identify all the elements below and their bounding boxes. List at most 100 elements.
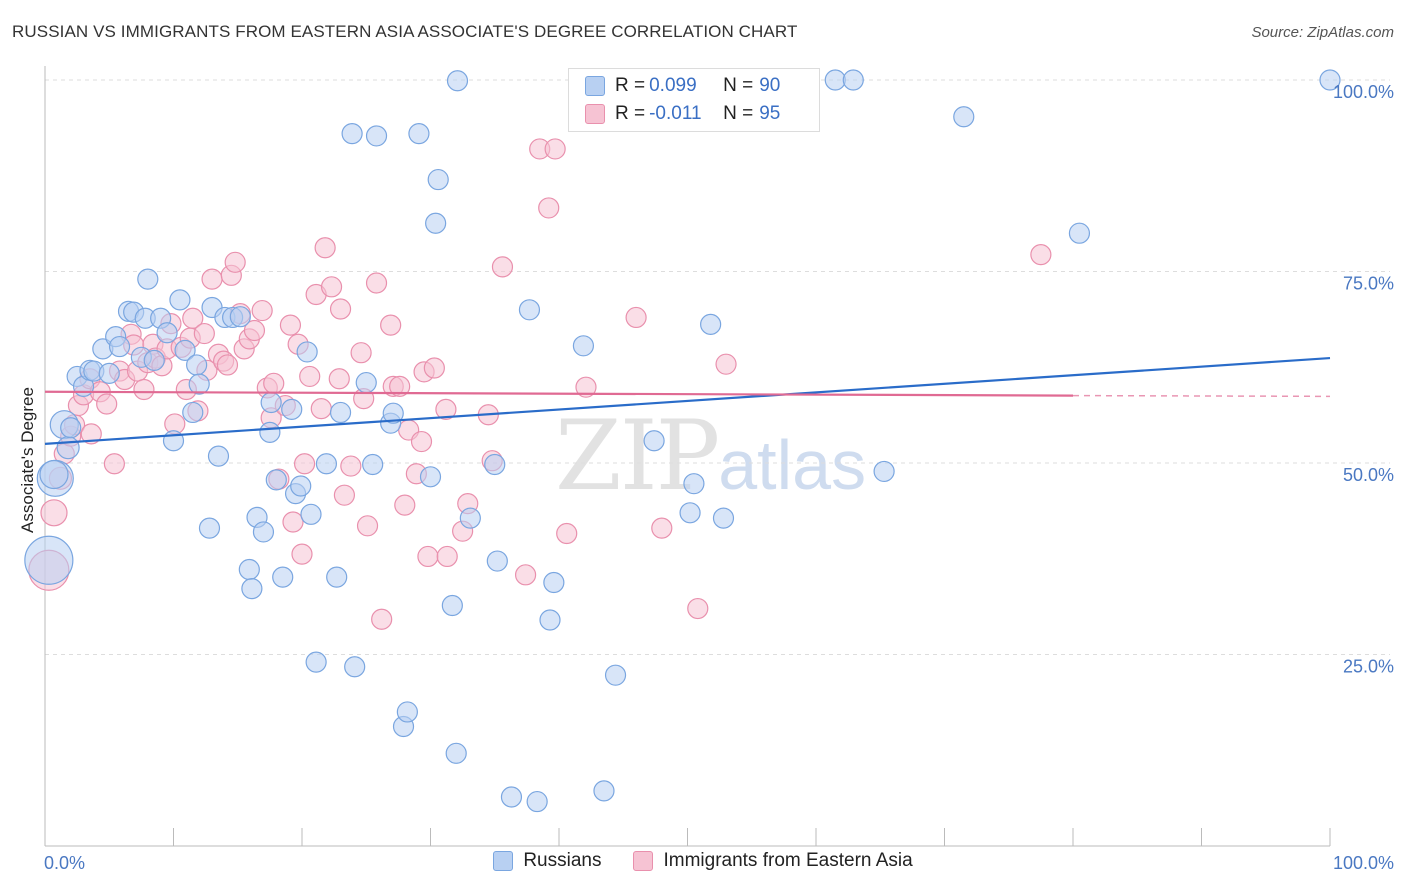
- eastern-asia-point: [394, 494, 416, 516]
- eastern-asia-point: [293, 453, 316, 475]
- eastern-asia-point: [575, 376, 597, 398]
- russians-point: [1068, 222, 1091, 244]
- russians-point: [486, 550, 508, 572]
- russians-point: [604, 664, 627, 686]
- russians-trend-line: [44, 356, 1331, 445]
- russians-point: [259, 421, 281, 443]
- y-tick-label: 75.0%: [1343, 274, 1394, 294]
- eastern-asia-point: [279, 314, 302, 336]
- russians-point: [24, 535, 74, 585]
- russians-point: [238, 558, 260, 581]
- russians-point: [186, 354, 208, 376]
- n-label: N =: [723, 75, 754, 96]
- russians-point: [182, 401, 204, 424]
- russians-point: [252, 521, 275, 543]
- eastern-asia-point: [314, 237, 336, 259]
- russians-point: [441, 594, 463, 617]
- russians-point: [344, 656, 366, 678]
- russians-point: [396, 701, 418, 723]
- russians-point: [446, 70, 469, 92]
- eastern-asia-point: [320, 276, 343, 298]
- russians-point: [459, 507, 481, 529]
- x-tick-label: 0.0%: [44, 853, 85, 873]
- eastern-asia-point: [299, 365, 321, 388]
- eastern-asia-point: [263, 372, 285, 394]
- eastern-asia-point: [435, 398, 457, 420]
- stats-legend: R = 0.099 N = 90 R = -0.011 N = 95: [568, 68, 820, 132]
- eastern-asia-trend-line: [44, 390, 1074, 397]
- eastern-asia-point: [40, 499, 68, 527]
- russians-point: [526, 790, 548, 813]
- eastern-asia-point: [224, 251, 246, 273]
- eastern-asia-point: [193, 322, 215, 345]
- russians-point: [572, 335, 595, 357]
- eastern-asia-point: [544, 138, 566, 160]
- eastern-asia-point: [380, 314, 402, 336]
- series-eastern-asia-points: [28, 138, 1052, 630]
- y-tick-label: 100.0%: [1333, 82, 1394, 102]
- russians-point: [419, 466, 442, 488]
- eastern-asia-point: [96, 393, 118, 415]
- x-tick-label: 100.0%: [1333, 853, 1394, 873]
- eastern-asia-point: [356, 515, 379, 537]
- n-value: 90: [759, 75, 781, 96]
- russians-point: [207, 445, 230, 467]
- eastern-asia-trend-extension: [1072, 394, 1331, 398]
- eastern-asia-point: [350, 342, 372, 364]
- eastern-asia-point: [625, 306, 647, 329]
- russians-point: [712, 507, 735, 529]
- russians-point: [272, 566, 294, 588]
- russians-point: [265, 469, 287, 491]
- eastern-asia-point: [329, 298, 352, 320]
- eastern-asia-point: [417, 545, 439, 568]
- eastern-asia-point: [103, 453, 125, 475]
- russians-swatch: [585, 76, 605, 96]
- russians-point: [427, 168, 449, 191]
- russians-point: [341, 123, 363, 145]
- eastern-asia-swatch: [585, 104, 605, 124]
- legend-item-eastern-asia[interactable]: Immigrants from Eastern Asia: [633, 850, 913, 872]
- r-label: R =: [615, 103, 646, 124]
- russians-point: [198, 517, 221, 539]
- russians-point: [98, 362, 120, 384]
- russians-point: [296, 341, 318, 363]
- trend-lines: [44, 356, 1331, 445]
- russians-point: [1319, 69, 1341, 91]
- eastern-asia-point: [556, 522, 578, 545]
- legend-label-russians: Russians: [523, 850, 602, 871]
- eastern-asia-point: [1030, 244, 1052, 266]
- eastern-asia-point: [651, 517, 673, 539]
- russians-point: [500, 786, 523, 808]
- russians-point: [873, 460, 895, 483]
- legend-item-russians[interactable]: Russians: [493, 850, 601, 872]
- eastern-asia-point: [423, 357, 445, 379]
- legend-label-eastern-asia: Immigrants from Eastern Asia: [663, 850, 913, 871]
- russians-point: [445, 742, 467, 764]
- eastern-asia-point: [687, 597, 709, 620]
- russians-point: [39, 459, 69, 490]
- eastern-asia-point: [201, 268, 223, 290]
- eastern-asia-point: [410, 430, 433, 453]
- eastern-asia-point: [133, 378, 155, 401]
- axis-layer: [44, 66, 1331, 847]
- russians-point: [842, 69, 864, 91]
- n-label: N =: [723, 103, 754, 124]
- russians-legend-swatch: [493, 851, 514, 871]
- eastern-asia-point: [365, 272, 388, 294]
- russians-point: [174, 339, 196, 361]
- russians-point: [362, 453, 384, 476]
- chart-title: RUSSIAN VS IMMIGRANTS FROM EASTERN ASIA …: [12, 22, 798, 41]
- y-tick-label: 25.0%: [1343, 657, 1394, 677]
- eastern-asia-point: [328, 368, 350, 390]
- russians-point: [305, 651, 327, 673]
- russians-point: [484, 453, 506, 476]
- russians-point: [365, 125, 388, 147]
- russians-point: [156, 322, 178, 344]
- russians-point: [188, 373, 210, 395]
- russians-point: [679, 502, 701, 524]
- eastern-asia-point: [310, 398, 332, 420]
- russians-point: [953, 106, 975, 128]
- n-value: 95: [759, 103, 781, 124]
- russians-point: [326, 566, 348, 588]
